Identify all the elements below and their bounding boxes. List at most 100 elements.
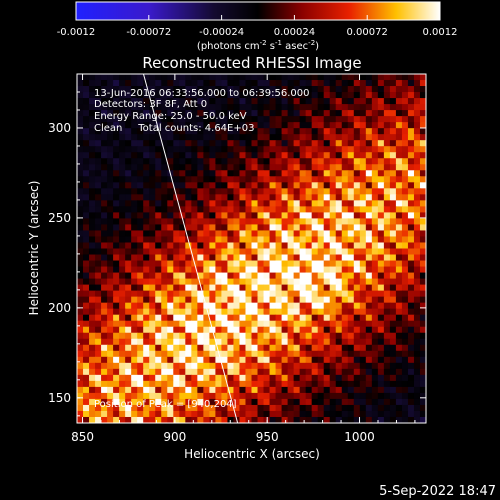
heatmap-cell xyxy=(221,200,229,207)
heatmap-cell xyxy=(209,242,216,250)
heatmap-cell xyxy=(83,116,90,123)
heatmap-cell xyxy=(323,212,331,220)
heatmap-cell xyxy=(299,74,307,81)
heatmap-cell xyxy=(329,350,337,358)
heatmap-cell xyxy=(191,86,198,93)
heatmap-cell xyxy=(179,410,186,418)
heatmap-cell xyxy=(161,110,168,117)
heatmap-cell xyxy=(299,344,307,352)
heatmap-cell xyxy=(323,242,331,250)
heatmap-cell xyxy=(227,344,235,352)
heatmap-cell xyxy=(239,194,247,201)
heatmap-cell xyxy=(203,242,210,250)
heatmap-cell xyxy=(185,242,192,250)
heatmap-cell xyxy=(209,218,216,226)
heatmap-cell xyxy=(89,326,96,334)
heatmap-cell xyxy=(167,404,174,412)
heatmap-cell xyxy=(341,182,349,189)
heatmap-cell xyxy=(167,290,174,298)
heatmap-cell xyxy=(353,146,361,153)
heatmap-cell xyxy=(407,116,415,123)
heatmap-cell xyxy=(143,122,150,129)
heatmap-cell xyxy=(215,398,223,406)
heatmap-cell xyxy=(101,92,108,99)
heatmap-cell xyxy=(233,230,241,238)
heatmap-cell xyxy=(227,170,235,177)
heatmap-cell xyxy=(155,314,162,322)
heatmap-cell xyxy=(377,80,385,87)
heatmap-cell xyxy=(353,236,361,244)
heatmap-cell xyxy=(95,290,102,298)
heatmap-cell xyxy=(155,194,162,201)
heatmap-cell xyxy=(317,410,325,418)
heatmap-cell xyxy=(365,170,373,177)
heatmap-cell xyxy=(101,278,108,286)
heatmap-cell xyxy=(317,158,325,165)
heatmap-cell xyxy=(101,290,108,298)
heatmap-cell xyxy=(263,206,271,213)
heatmap-cell xyxy=(281,266,289,274)
heatmap-cell xyxy=(215,188,223,195)
heatmap-cell xyxy=(335,344,343,352)
heatmap-cell xyxy=(347,176,355,183)
heatmap-cell xyxy=(371,392,379,400)
heatmap-cell xyxy=(209,200,216,207)
heatmap-cell xyxy=(245,146,253,153)
heatmap-cell xyxy=(335,368,343,376)
heatmap-cell xyxy=(311,116,319,123)
heatmap-cell xyxy=(83,248,90,256)
heatmap-cell xyxy=(257,260,265,268)
heatmap-cell xyxy=(407,200,415,207)
heatmap-cell xyxy=(251,308,259,316)
heatmap-cell xyxy=(365,152,373,159)
heatmap-cell xyxy=(83,152,90,159)
heatmap-cell xyxy=(113,110,120,117)
heatmap-cell xyxy=(119,134,126,141)
heatmap-cell xyxy=(389,128,397,135)
heatmap-cell xyxy=(335,200,343,207)
heatmap-cell xyxy=(191,392,198,400)
heatmap-cell xyxy=(203,398,210,406)
heatmap-cell xyxy=(185,116,192,123)
heatmap-cell xyxy=(83,86,90,93)
heatmap-cell xyxy=(413,122,421,129)
heatmap-cell xyxy=(83,338,90,346)
heatmap-cell xyxy=(287,266,295,274)
heatmap-cell xyxy=(167,104,174,111)
heatmap-cell xyxy=(419,146,426,153)
heatmap-cell xyxy=(161,224,168,232)
heatmap-cell xyxy=(179,380,186,388)
heatmap-cell xyxy=(407,356,415,364)
heatmap-cell xyxy=(155,260,162,268)
heatmap-cell xyxy=(197,164,204,171)
heatmap-cell xyxy=(227,314,235,322)
heatmap-cell xyxy=(383,128,391,135)
heatmap-cell xyxy=(275,134,283,141)
heatmap-cell xyxy=(191,188,198,195)
heatmap-cell xyxy=(131,86,138,93)
colorbar-ticks xyxy=(75,15,441,20)
heatmap-cell xyxy=(161,230,168,238)
heatmap-cell xyxy=(305,134,313,141)
heatmap-cell xyxy=(131,170,138,177)
heatmap-cell xyxy=(149,152,156,159)
heatmap-cell xyxy=(395,356,403,364)
heatmap-cell xyxy=(329,152,337,159)
heatmap-cell xyxy=(359,230,367,238)
heatmap-cell xyxy=(383,86,391,93)
heatmap-cell xyxy=(77,242,84,250)
heatmap-cell xyxy=(245,350,253,358)
heatmap-cell xyxy=(407,308,415,316)
heatmap-cell xyxy=(101,404,108,412)
heatmap-cell xyxy=(323,122,331,129)
heatmap-cell xyxy=(197,224,204,232)
heatmap-cell xyxy=(155,248,162,256)
heatmap-cell xyxy=(287,368,295,376)
heatmap-cell xyxy=(299,158,307,165)
heatmap-cell xyxy=(299,212,307,220)
heatmap-cell xyxy=(263,200,271,207)
heatmap-cell xyxy=(335,386,343,394)
heatmap-cell xyxy=(401,92,409,99)
heatmap-cell xyxy=(377,176,385,183)
heatmap-cell xyxy=(203,344,210,352)
